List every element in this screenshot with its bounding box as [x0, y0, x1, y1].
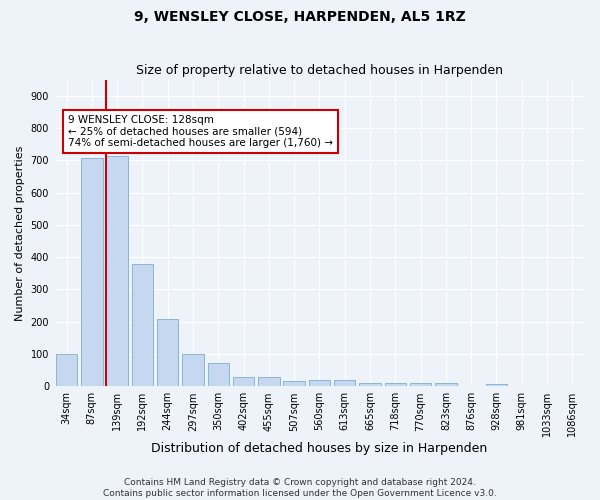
Bar: [283, 380, 305, 386]
Bar: [258, 376, 280, 386]
Bar: [56, 354, 77, 386]
Bar: [486, 384, 507, 386]
Text: Contains HM Land Registry data © Crown copyright and database right 2024.
Contai: Contains HM Land Registry data © Crown c…: [103, 478, 497, 498]
Bar: [208, 363, 229, 386]
Y-axis label: Number of detached properties: Number of detached properties: [15, 146, 25, 320]
Title: Size of property relative to detached houses in Harpenden: Size of property relative to detached ho…: [136, 64, 503, 77]
Bar: [81, 158, 103, 386]
Bar: [359, 383, 381, 386]
Bar: [233, 376, 254, 386]
Bar: [385, 383, 406, 386]
Bar: [106, 156, 128, 386]
X-axis label: Distribution of detached houses by size in Harpenden: Distribution of detached houses by size …: [151, 442, 488, 455]
Text: 9, WENSLEY CLOSE, HARPENDEN, AL5 1RZ: 9, WENSLEY CLOSE, HARPENDEN, AL5 1RZ: [134, 10, 466, 24]
Bar: [131, 264, 153, 386]
Bar: [309, 380, 330, 386]
Bar: [334, 380, 355, 386]
Bar: [435, 383, 457, 386]
Bar: [182, 354, 204, 386]
Bar: [410, 383, 431, 386]
Text: 9 WENSLEY CLOSE: 128sqm
← 25% of detached houses are smaller (594)
74% of semi-d: 9 WENSLEY CLOSE: 128sqm ← 25% of detache…: [68, 115, 333, 148]
Bar: [157, 320, 178, 386]
